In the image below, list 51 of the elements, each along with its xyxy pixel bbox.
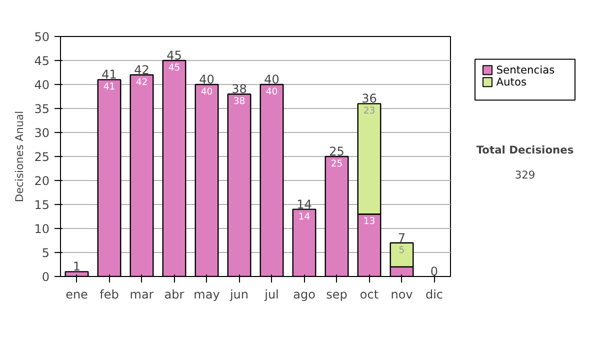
y-tick-label: 40 (34, 78, 50, 92)
y-tick-label: 45 (34, 54, 50, 68)
legend-label: Autos (496, 76, 527, 89)
legend-label: Sentencias (496, 64, 556, 77)
y-tick-label: 15 (34, 198, 50, 212)
total-label: 36 (362, 92, 377, 106)
x-tick-label: ene (66, 288, 88, 302)
x-tick-label: nov (390, 288, 413, 302)
total-label: 41 (102, 68, 117, 82)
x-tick-label: dic (425, 288, 444, 302)
total-label: 38 (232, 82, 247, 96)
data-label: 25 (330, 158, 343, 170)
total-label: 7 (398, 230, 406, 245)
text: 329 (514, 168, 536, 182)
x-tick-label: jul (264, 288, 279, 302)
y-tick-label: 25 (34, 150, 50, 164)
y-tick-label: 10 (34, 222, 50, 236)
total-label: 42 (134, 62, 150, 77)
total-label: 0 (430, 264, 438, 278)
data-label: 23 (363, 106, 376, 117)
x-tick-label: sep (326, 288, 348, 302)
total-label: 1 (72, 260, 81, 274)
total-label: 14 (296, 197, 312, 212)
y-tick-label: 0 (42, 270, 50, 284)
data-label: 13 (363, 216, 376, 228)
x-tick-label: jun (228, 288, 249, 302)
x-tick-label: abr (164, 288, 184, 302)
y-tick-label: 20 (34, 174, 50, 188)
data-label: 40 (200, 86, 213, 98)
y-tick-label: 50 (34, 30, 50, 44)
x-tick-label: oct (360, 288, 379, 302)
data-label: 5 (398, 244, 405, 256)
total-label: 40 (199, 72, 214, 86)
x-tick-label: mar (130, 288, 154, 302)
data-label: 38 (233, 96, 246, 108)
x-tick-label: feb (100, 288, 119, 302)
data-label: 41 (103, 82, 116, 93)
y-tick-label: 5 (42, 246, 50, 260)
y-tick-label: 35 (34, 102, 50, 116)
x-tick-label: ago (293, 288, 316, 302)
data-label: 40 (266, 86, 278, 98)
y-tick-label: 30 (34, 126, 50, 140)
data-label: 45 (168, 62, 180, 74)
y-axis-title: Decisiones Anual (13, 110, 26, 202)
total-label: 25 (329, 144, 344, 158)
total-label: 45 (166, 48, 182, 62)
total-label: 40 (264, 72, 280, 86)
x-tick-label: may (194, 288, 220, 302)
data-label: 42 (136, 76, 148, 88)
data-label: 14 (298, 211, 310, 222)
text: Total Decisiones (476, 144, 574, 156)
